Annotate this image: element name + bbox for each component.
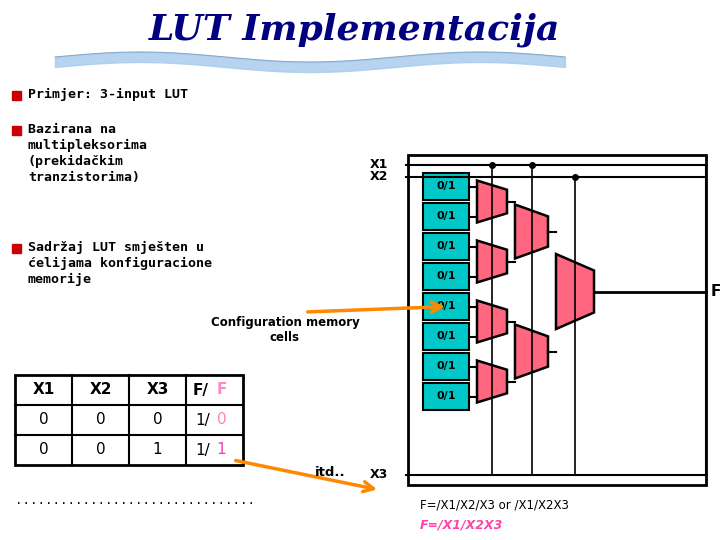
Text: Configuration memory
cells: Configuration memory cells — [211, 316, 359, 344]
Text: 0: 0 — [39, 442, 48, 457]
Bar — [423, 383, 469, 410]
Text: 0/1: 0/1 — [436, 181, 456, 192]
Bar — [423, 173, 469, 200]
Text: 0/1: 0/1 — [436, 392, 456, 402]
Text: ćelijama konfiguracionе: ćelijama konfiguracionе — [28, 257, 212, 270]
Text: X3: X3 — [146, 382, 168, 397]
Polygon shape — [477, 240, 507, 282]
Text: 1/: 1/ — [196, 442, 210, 457]
Text: 1/: 1/ — [196, 413, 210, 428]
Polygon shape — [515, 325, 548, 379]
Text: 0: 0 — [39, 413, 48, 428]
Text: 0: 0 — [96, 413, 105, 428]
Text: 0/1: 0/1 — [436, 212, 456, 221]
Text: 1: 1 — [153, 442, 162, 457]
Text: 0/1: 0/1 — [436, 361, 456, 372]
Text: 0/1: 0/1 — [436, 301, 456, 312]
Text: 0: 0 — [96, 442, 105, 457]
Text: F=/X1/X2/X3 or /X1/X2X3: F=/X1/X2/X3 or /X1/X2X3 — [420, 498, 569, 511]
Bar — [423, 293, 469, 320]
Text: multipleksorima: multipleksorima — [28, 139, 148, 152]
Text: X1: X1 — [32, 382, 55, 397]
Bar — [423, 353, 469, 380]
Text: 0/1: 0/1 — [436, 272, 456, 281]
Bar — [12, 244, 21, 253]
Text: 1: 1 — [217, 442, 226, 457]
Text: 0/1: 0/1 — [436, 241, 456, 252]
Bar — [423, 323, 469, 350]
Text: 0: 0 — [217, 413, 226, 428]
Bar — [12, 91, 21, 100]
Text: ................................: ................................ — [15, 494, 255, 507]
Polygon shape — [477, 300, 507, 342]
Polygon shape — [556, 254, 594, 329]
Text: 0: 0 — [153, 413, 162, 428]
Text: Sadržaj LUT smješten u: Sadržaj LUT smješten u — [28, 241, 204, 254]
Bar — [12, 126, 21, 135]
Bar — [423, 233, 469, 260]
Text: Bazirana na: Bazirana na — [28, 123, 116, 136]
Text: F: F — [217, 382, 227, 397]
Text: X2: X2 — [370, 171, 388, 184]
Text: tranzistorima): tranzistorima) — [28, 171, 140, 184]
Polygon shape — [477, 361, 507, 402]
Text: (prekidačkim: (prekidačkim — [28, 155, 124, 168]
Text: itd..: itd.. — [315, 465, 346, 478]
Text: X2: X2 — [89, 382, 112, 397]
Bar — [15, 375, 243, 465]
Text: F=/X1/X2X3: F=/X1/X2X3 — [420, 518, 503, 531]
Text: X3: X3 — [370, 469, 388, 482]
Text: X1: X1 — [370, 159, 388, 172]
Text: Primjer: 3-input LUT: Primjer: 3-input LUT — [28, 88, 188, 101]
Bar — [423, 263, 469, 290]
Text: F: F — [711, 284, 720, 299]
Text: memorije: memorije — [28, 273, 92, 286]
Text: 0/1: 0/1 — [436, 332, 456, 341]
Bar — [408, 155, 706, 485]
Polygon shape — [515, 205, 548, 259]
Text: LUT Implementacija: LUT Implementacija — [149, 13, 561, 47]
Polygon shape — [477, 180, 507, 222]
Text: F/: F/ — [192, 382, 209, 397]
Bar — [423, 203, 469, 230]
